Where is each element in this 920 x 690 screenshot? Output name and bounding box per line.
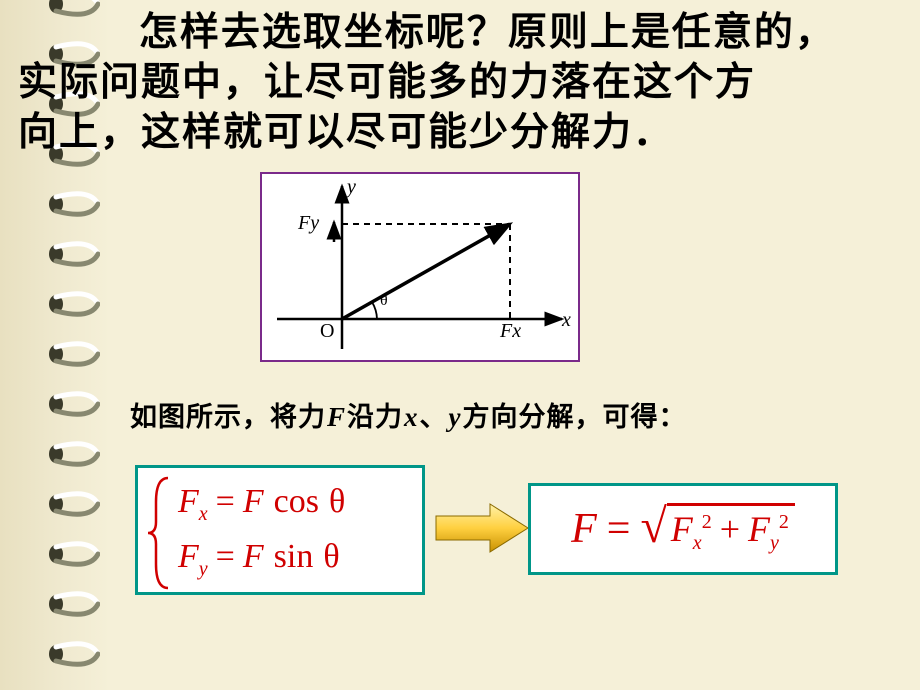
fx-lhs-sub: x [199, 503, 208, 525]
magnitude-expr: F = √ Fx2+Fy2 [571, 503, 795, 555]
label-y: y [347, 176, 356, 199]
implies-arrow [432, 498, 532, 558]
fx-fn: cos [264, 483, 323, 520]
caption-y: y [448, 402, 463, 432]
caption-F: F [326, 402, 347, 432]
mag-lhs: F [571, 505, 597, 553]
formula-fx: Fx=Fcosθ [178, 475, 345, 530]
arrow-icon [432, 498, 532, 558]
t1-sub: x [693, 532, 702, 554]
diagram-svg [262, 174, 578, 360]
force-diagram: y x Fy Fx O θ [260, 172, 580, 362]
caption-prefix: 如图所示，将力 [130, 402, 326, 432]
slide-content: 怎样去选取坐标呢？原则上是任意的， 实际问题中，让尽可能多的力落在这个方 向上，… [0, 0, 920, 690]
fy-rhs-base: F [243, 538, 264, 575]
fy-arg: θ [317, 538, 339, 575]
plus: + [712, 509, 748, 549]
fx-rhs-base: F [243, 483, 264, 520]
text-line-1: 怎样去选取坐标呢？原则上是任意的， [18, 8, 912, 58]
caption-sep: 、 [420, 402, 448, 432]
fy-eq: = [208, 538, 243, 575]
label-theta: θ [380, 292, 388, 310]
formula-components: Fx=Fcosθ Fy=Fsinθ [135, 465, 425, 595]
label-O: O [320, 320, 334, 343]
sqrt-body: Fx2+Fy2 [667, 503, 795, 555]
caption-mid1: 沿力 [347, 402, 403, 432]
caption-x: x [403, 402, 420, 432]
formula-fy: Fy=Fsinθ [178, 530, 345, 585]
formula-magnitude: F = √ Fx2+Fy2 [528, 483, 838, 575]
fx-eq: = [208, 483, 243, 520]
label-Fx: Fx [500, 320, 521, 343]
fy-lhs-base: F [178, 538, 199, 575]
text-line-3: 向上，这样就可以尽可能少分解力． [18, 108, 912, 158]
t1-base: F [671, 509, 693, 549]
main-paragraph: 怎样去选取坐标呢？原则上是任意的， 实际问题中，让尽可能多的力落在这个方 向上，… [18, 8, 912, 158]
fy-lhs-sub: y [199, 558, 208, 580]
text-line-2: 实际问题中，让尽可能多的力落在这个方 [18, 58, 912, 108]
fx-arg: θ [323, 483, 345, 520]
label-x: x [562, 309, 571, 332]
sqrt-icon: √ [640, 503, 666, 551]
formula-lines: Fx=Fcosθ Fy=Fsinθ [178, 475, 345, 585]
mag-eq: = [597, 505, 641, 553]
caption-text: 如图所示，将力F沿力x、y方向分解，可得： [130, 395, 687, 434]
t2-sup: 2 [779, 511, 789, 533]
sqrt: √ Fx2+Fy2 [640, 503, 794, 555]
fy-fn: sin [264, 538, 318, 575]
t1-sup: 2 [702, 511, 712, 533]
t2-base: F [748, 509, 770, 549]
caption-suffix: 方向分解，可得： [463, 402, 687, 432]
brace-icon [146, 474, 176, 592]
label-Fy: Fy [298, 212, 319, 235]
fx-lhs-base: F [178, 483, 199, 520]
t2-sub: y [770, 532, 779, 554]
